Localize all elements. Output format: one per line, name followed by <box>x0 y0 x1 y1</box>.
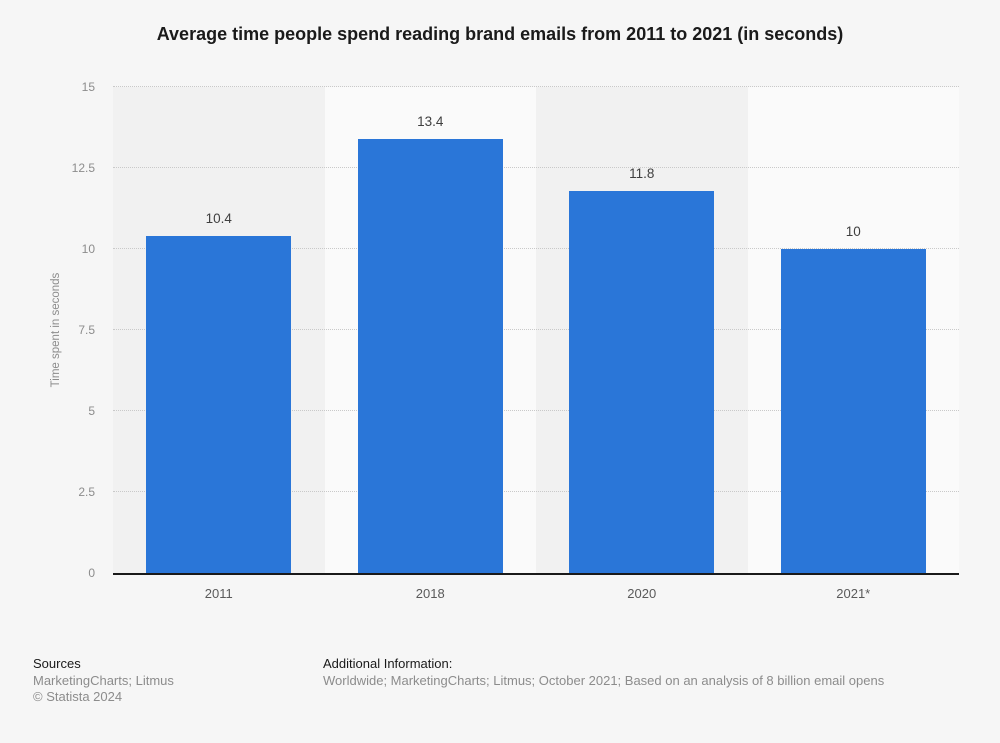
bar-value-label-2021*: 10 <box>845 224 861 240</box>
bar-2011 <box>146 236 292 573</box>
bar-value-label-2020: 11.8 <box>629 165 655 181</box>
sources-value: MarketingCharts; Litmus <box>33 672 174 688</box>
x-axis-label-2020: 2020 <box>627 586 657 601</box>
y-tick-label-12.5: 12.5 <box>71 161 95 175</box>
y-gridline-10 <box>113 248 959 250</box>
y-gridline-7.5 <box>113 329 959 330</box>
bar-2018 <box>357 138 503 573</box>
sources-label: Sources <box>33 656 81 671</box>
x-axis-label-2011: 2011 <box>204 586 233 601</box>
y-tick-label-0: 0 <box>88 566 95 580</box>
copyright-notice: © Statista 2024 <box>33 689 123 704</box>
plot-area: Time spent in seconds 0 2.5 5 7.5 10 12.5 15 10… <box>50 80 959 601</box>
x-axis-label-2018: 2018 <box>415 586 445 601</box>
y-tick-label-10: 10 <box>81 242 95 257</box>
y-tick-label-2.5: 2.5 <box>78 485 95 500</box>
additional-info-label: Additional Information: <box>323 656 453 671</box>
y-gridline-5 <box>113 410 959 412</box>
y-gridline-2.5 <box>113 491 959 493</box>
additional-info-block: Additional Information: Worldwide; Marke… <box>323 656 884 689</box>
y-gridline-15 <box>113 86 959 87</box>
bar-2020 <box>569 190 715 573</box>
y-tick-label-15: 15 <box>81 80 95 94</box>
chart-title: Average time people spend reading brand … <box>156 24 844 44</box>
y-tick-label-7.5: 7.5 <box>78 323 95 337</box>
y-gridline-12.5 <box>113 167 959 168</box>
y-tick-label-5: 5 <box>88 404 95 419</box>
x-axis-label-2021*: 2021* <box>836 586 871 601</box>
additional-info-value: Worldwide; MarketingCharts; Litmus; Octo… <box>323 672 885 688</box>
bar-value-label-2011: 10.4 <box>205 211 232 227</box>
bar-2021* <box>780 249 926 573</box>
sources-block: Sources MarketingCharts; Litmus © Statis… <box>33 656 174 706</box>
bar-value-label-2018: 13.4 <box>417 113 444 129</box>
